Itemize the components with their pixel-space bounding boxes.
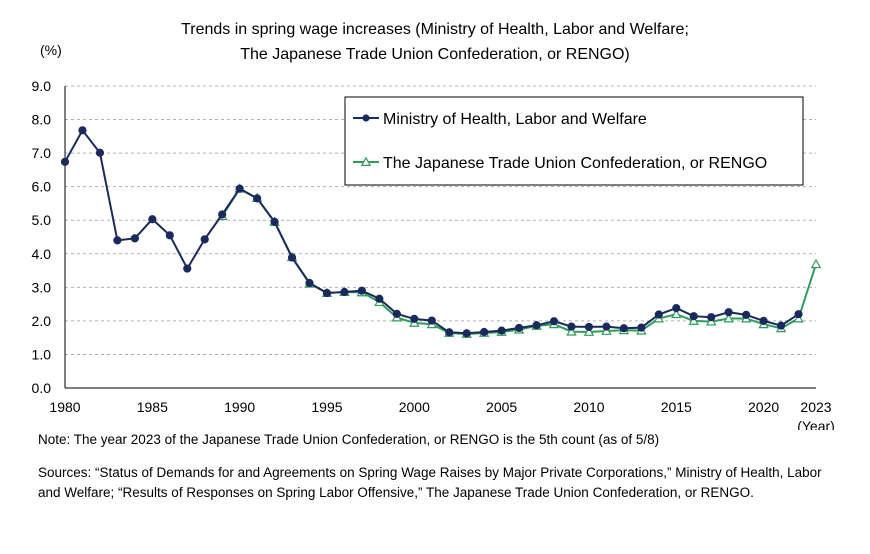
y-tick-label: 3.0: [32, 279, 52, 295]
data-point: [183, 264, 192, 273]
data-point: [654, 310, 663, 319]
data-point: [688, 315, 699, 325]
data-point: [445, 328, 454, 337]
y-axis-unit: (%): [40, 42, 62, 58]
x-tick-label: 1980: [49, 399, 80, 415]
chart-title-line-2: The Japanese Trade Union Confederation, …: [240, 46, 630, 63]
x-tick-label: 1990: [224, 399, 255, 415]
data-point: [113, 236, 122, 245]
data-point: [130, 234, 139, 243]
data-point: [78, 126, 87, 135]
x-tick-labels: 1980 1985 1990 1995 2000 2005 2010 2015 2020 2023…: [49, 399, 834, 430]
data-point: [689, 312, 698, 321]
y-tick-labels: 0.0 1.0 2.0 3.0 4.0 5.0 6.0 7.0 8.0 9.0: [32, 78, 52, 396]
data-point: [165, 231, 174, 240]
data-point: [287, 253, 297, 262]
wage-increase-chart: 0.01.02.03.04.05.06.07.08.09.0 1980 1985 1…: [32, 78, 835, 430]
legend-marker: [362, 114, 370, 122]
data-point: [619, 324, 628, 333]
data-point: [95, 148, 105, 157]
data-point: [672, 304, 681, 313]
data-point: [707, 313, 716, 322]
data-point: [532, 321, 541, 330]
series-lines: [60, 126, 822, 338]
x-tick-label: 1985: [137, 399, 168, 415]
axes: [64, 86, 816, 389]
data-point: [218, 210, 227, 219]
data-point: [759, 316, 768, 325]
data-point: [340, 287, 349, 297]
y-tick-label: 2.0: [32, 313, 52, 329]
data-point: [392, 309, 401, 318]
y-tick-label: 6.0: [32, 179, 52, 195]
x-tick-label: 2020: [748, 399, 779, 415]
data-point: [322, 288, 332, 298]
data-point: [270, 217, 279, 226]
y-tick-label: 8.0: [32, 112, 52, 128]
data-point: [549, 317, 559, 326]
chart-sources: Sources: “Status of Demands for and Agre…: [38, 465, 822, 500]
data-point: [566, 326, 577, 336]
y-tick-label: 7.0: [32, 145, 52, 161]
data-point: [602, 322, 611, 331]
x-tick-label: 2005: [486, 399, 517, 415]
data-point: [514, 323, 524, 333]
data-point: [584, 322, 594, 332]
legend-label: Ministry of Health, Labor and Welfare: [383, 111, 647, 128]
data-point: [462, 329, 471, 338]
data-point: [810, 258, 822, 269]
data-point: [671, 308, 682, 319]
legend-box: [344, 96, 804, 186]
y-tick-label: 4.0: [32, 246, 52, 262]
x-axis-unit: (Year): [797, 418, 835, 430]
legend-marker: [360, 156, 372, 166]
y-tick-label: 0.0: [32, 380, 52, 396]
data-point: [723, 313, 734, 323]
data-point: [480, 327, 489, 337]
x-tick-label: 1995: [311, 399, 342, 415]
x-tick-label: 2023: [800, 399, 831, 415]
chart-title-line-1: Trends in spring wage increases (Ministr…: [181, 21, 689, 38]
data-point: [148, 215, 157, 224]
data-point: [794, 310, 803, 319]
data-point: [60, 157, 70, 166]
chart-note: Note: The year 2023 of the Japanese Trad…: [38, 432, 660, 447]
data-point: [253, 194, 262, 203]
data-point: [724, 308, 733, 317]
x-tick-label: 2015: [661, 399, 692, 415]
data-point: [742, 310, 751, 319]
data-point: [776, 321, 786, 330]
legend: Ministry of Health, Labor and Welfare The…: [344, 96, 804, 186]
data-point: [357, 286, 367, 295]
data-point: [427, 316, 436, 325]
y-tick-label: 9.0: [32, 78, 52, 94]
data-point: [410, 314, 419, 323]
data-point: [583, 326, 595, 336]
y-tick-label: 5.0: [32, 212, 52, 228]
x-tick-label: 2000: [399, 399, 430, 415]
legend-label: The Japanese Trade Union Confederation, …: [383, 155, 767, 172]
data-point: [200, 235, 209, 244]
data-point: [305, 278, 314, 288]
data-point: [235, 184, 244, 193]
x-tick-label: 2010: [573, 399, 604, 415]
data-point: [497, 326, 506, 335]
data-point: [567, 322, 576, 331]
y-tick-label: 1.0: [32, 346, 52, 362]
data-point: [375, 294, 384, 303]
data-point: [637, 323, 646, 332]
